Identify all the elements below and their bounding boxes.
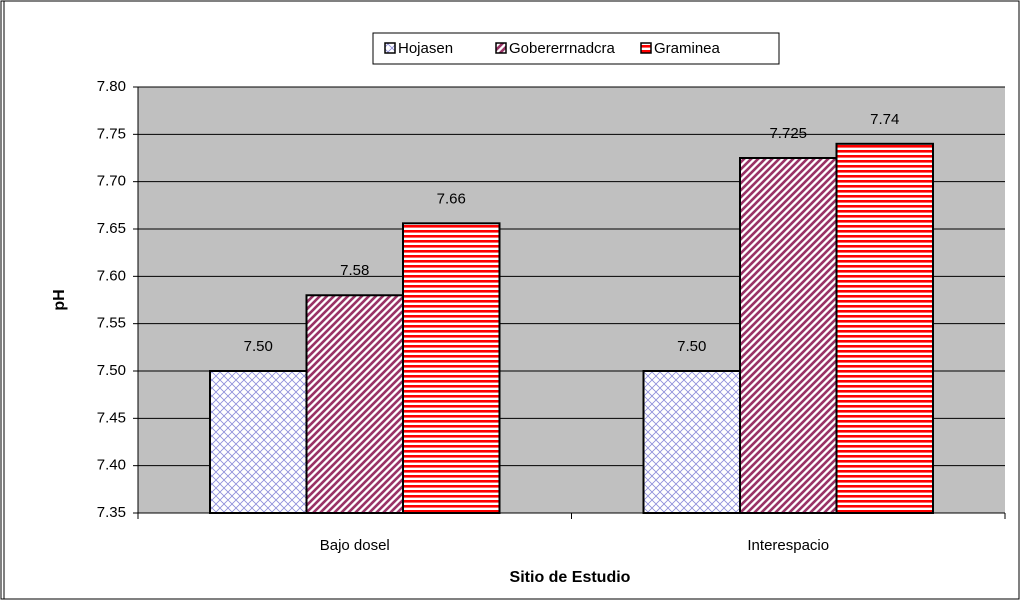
bar — [835, 142, 934, 515]
value-label: 7.725 — [769, 125, 807, 142]
bar — [305, 294, 404, 514]
y-tick-label: 7.65 — [97, 220, 126, 237]
legend-label: Graminea — [654, 40, 721, 57]
y-tick-label: 7.80 — [97, 78, 126, 95]
bar — [401, 222, 501, 514]
bar — [739, 157, 838, 514]
y-tick-label: 7.75 — [97, 125, 126, 142]
legend-label: Hojasen — [398, 40, 453, 57]
y-tick-label: 7.70 — [97, 173, 126, 190]
legend-label: Gobererrnadcra — [509, 40, 616, 57]
legend-swatch — [384, 42, 396, 54]
y-tick-label: 7.35 — [97, 504, 126, 521]
bar — [642, 370, 742, 514]
x-axis-title: Sitio de Estudio — [510, 569, 631, 586]
y-axis-title: pH — [51, 289, 68, 310]
y-tick-label: 7.55 — [97, 315, 126, 332]
legend-swatch — [640, 42, 652, 54]
value-label: 7.50 — [677, 338, 706, 355]
y-tick-label: 7.45 — [97, 409, 126, 426]
value-label: 7.58 — [340, 262, 369, 279]
legend — [372, 32, 780, 65]
y-tick-label: 7.60 — [97, 267, 126, 284]
x-tick-label: Interespacio — [747, 537, 829, 554]
value-label: 7.66 — [437, 190, 466, 207]
y-tick-label: 7.40 — [97, 457, 126, 474]
bar — [209, 370, 308, 514]
value-label: 7.50 — [244, 338, 273, 355]
y-tick-label: 7.50 — [97, 362, 126, 379]
value-label: 7.74 — [870, 111, 899, 128]
x-tick-label: Bajo dosel — [320, 537, 390, 554]
legend-swatch — [495, 42, 507, 54]
